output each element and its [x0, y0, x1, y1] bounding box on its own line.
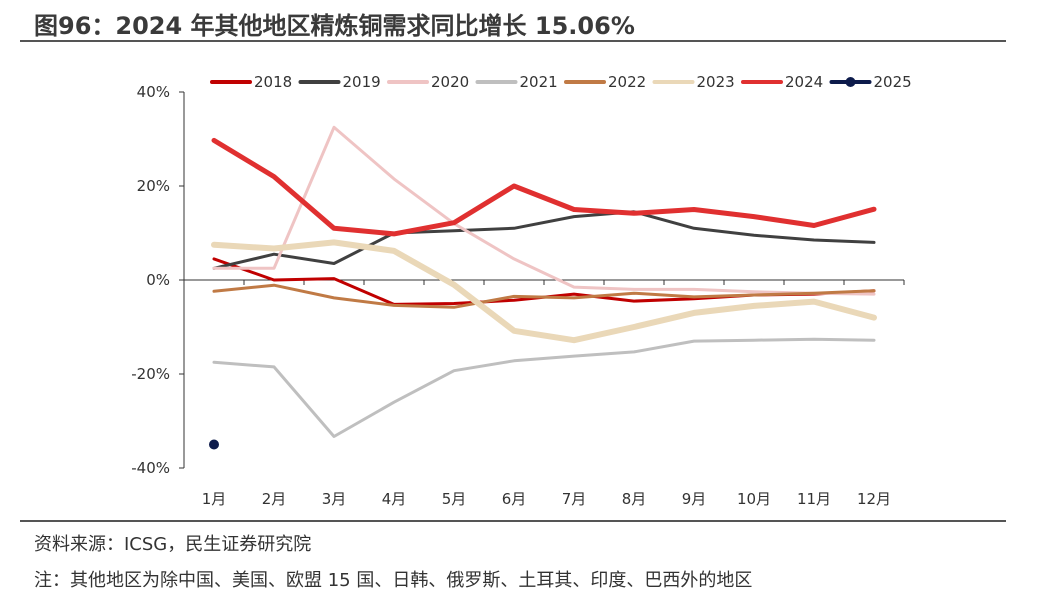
y-tick-label: -40% — [131, 459, 170, 477]
footer-divider — [20, 520, 1006, 522]
series-group — [209, 125, 877, 450]
x-tick-label: 3月 — [322, 490, 347, 508]
x-tick-label: 8月 — [622, 490, 647, 508]
legend-item-2022: 2022 — [564, 73, 646, 91]
legend-item-2019: 2019 — [298, 73, 381, 91]
source-text: 资料来源：ICSG，民生证券研究院 — [34, 534, 312, 555]
legend: 2018 2019 2020 2021 2022 2023 2024 2025 — [210, 73, 912, 91]
x-tick-label: 7月 — [562, 490, 587, 508]
legend-item-2024: 2024 — [741, 73, 823, 91]
y-tick-label: -20% — [131, 365, 170, 383]
legend-item-2021: 2021 — [475, 73, 558, 91]
x-tick-label: 2月 — [262, 490, 287, 508]
x-tick-label: 10月 — [737, 490, 771, 508]
series-line-2021 — [212, 337, 876, 438]
legend-label: 2024 — [785, 73, 823, 91]
legend-item-2023: 2023 — [652, 73, 735, 91]
legend-marker — [845, 77, 856, 87]
x-tick-label: 4月 — [382, 490, 407, 508]
x-tick-label: 1月 — [202, 490, 227, 508]
y-tick-label: 20% — [137, 177, 170, 195]
series-point-2025 — [209, 439, 219, 450]
series-line-2024 — [211, 137, 877, 237]
legend-item-2020: 2020 — [387, 73, 469, 91]
y-tick-label: 40% — [137, 83, 170, 101]
legend-label: 2018 — [254, 73, 292, 91]
y-tick-label: 0% — [146, 271, 170, 289]
title-divider — [20, 40, 1006, 42]
x-tick-label: 9月 — [682, 490, 707, 508]
chart-title: 图96：2024 年其他地区精炼铜需求同比增长 15.06% — [34, 12, 635, 40]
x-tick-label: 12月 — [857, 490, 891, 508]
axes: 40% 20% 0% -20% -40% 1月 2月 3月 4月 5月 6月 7月 8月 9月 10月 11月… — [131, 83, 905, 508]
series-line-2020 — [212, 125, 876, 296]
series-line-2022 — [212, 283, 876, 309]
legend-label: 2023 — [697, 73, 735, 91]
legend-item-2018: 2018 — [210, 73, 292, 91]
x-tick-label: 6月 — [502, 490, 527, 508]
series-line-2019 — [212, 210, 876, 270]
legend-label: 2021 — [520, 73, 558, 91]
legend-item-2025: 2025 — [829, 73, 912, 91]
legend-label: 2025 — [874, 73, 912, 91]
note-text: 注：其他地区为除中国、美国、欧盟 15 国、日韩、俄罗斯、土耳其、印度、巴西外的… — [34, 570, 753, 591]
series-line-2023 — [211, 239, 877, 344]
line-chart: 2018 2019 2020 2021 2022 2023 2024 2025 40% 20% 0… — [131, 73, 912, 508]
legend-label: 2019 — [343, 73, 381, 91]
x-tick-label: 11月 — [797, 490, 831, 508]
x-tick-label: 5月 — [442, 490, 467, 508]
legend-label: 2022 — [608, 73, 646, 91]
legend-label: 2020 — [431, 73, 469, 91]
